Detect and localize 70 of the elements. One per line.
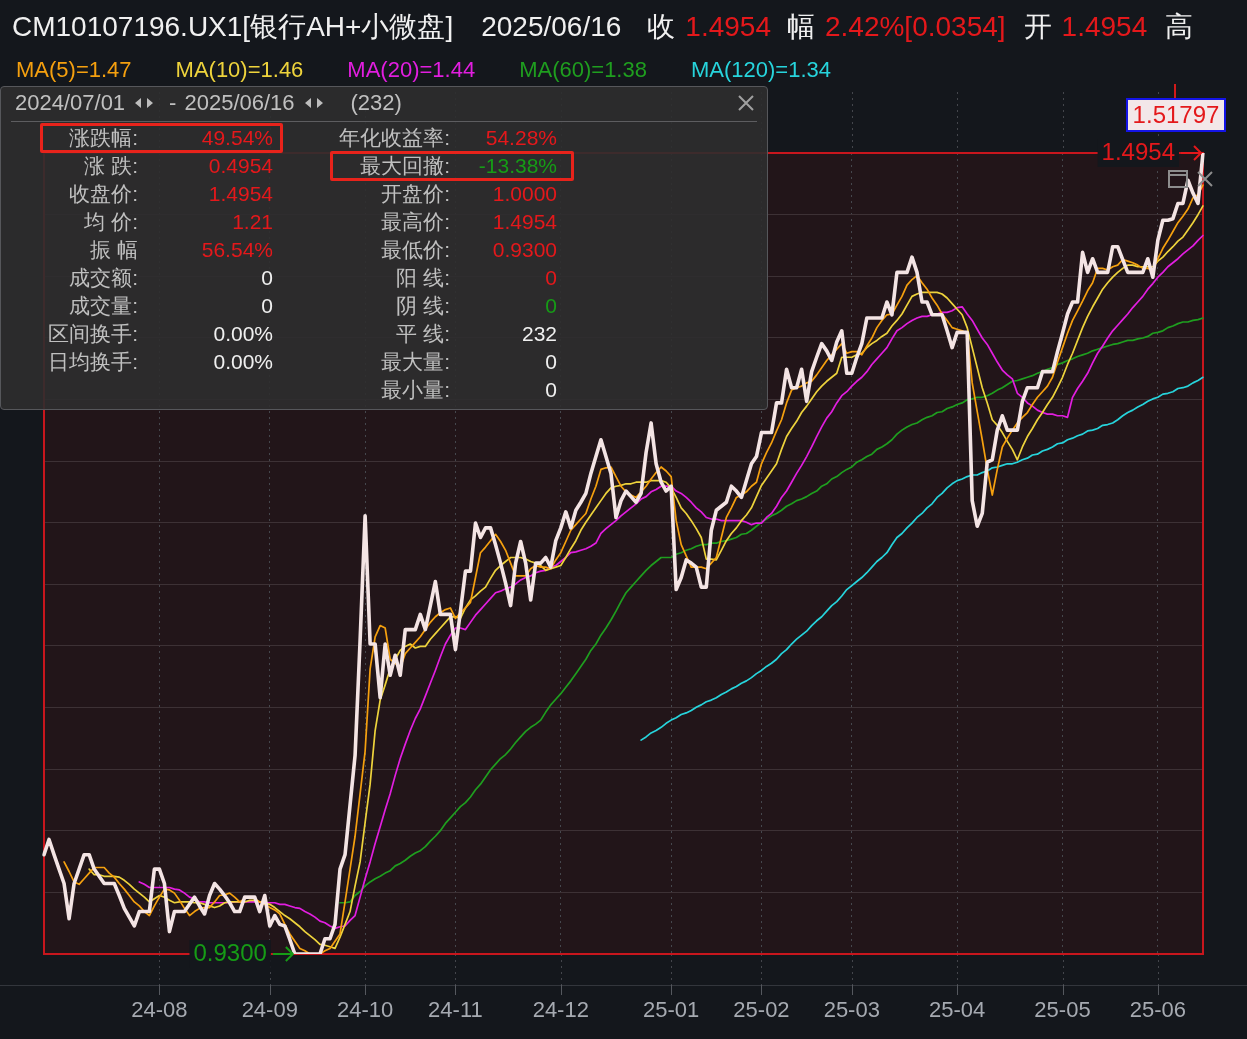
text: 年化收益率: [339,126,450,149]
chart-title: CM10107196.UX1[银行AH+小微盘] [12,11,454,42]
annotation: 最小量: [381,378,450,401]
text: 涨跌幅: [69,126,138,149]
x-tick-label: 25-02 [733,997,790,1023]
annotation: 0 [261,266,273,289]
x-tick-label: 25-05 [1034,997,1091,1023]
annotation: 区间换手: [48,322,138,345]
text: 高 [1165,11,1194,42]
annotation: 1.21 [232,210,273,233]
annotation: 1.4954 [492,210,557,233]
annotation: 1.0000 [492,182,557,205]
annotation: 0.00% [213,350,273,373]
text: 开 [1023,11,1052,42]
x-tick-label: 24-08 [131,997,188,1023]
text: 幅 [786,11,815,42]
annotation: 涨 跌: [84,154,138,177]
annotation: 均 价: [84,210,138,233]
annotation: 最低价: [381,238,450,261]
text: - [169,90,177,115]
annotation: 0 [545,378,557,401]
x-tick-label: 24-12 [532,997,589,1023]
text: MA(20)=1.44 [347,57,476,82]
annotation: 1.4954 [208,182,273,205]
annotation: 最高价: [381,210,450,233]
annotation: 0.9300 [492,238,557,261]
annotation: 0.9300 [193,938,267,966]
x-tick-label: 24-11 [428,997,483,1023]
text: 2025/06/16 [481,11,622,42]
x-tick-label: 24-09 [241,997,298,1023]
annotation: 最大量: [381,350,450,373]
annotation: 56.54% [201,238,273,261]
annotation: 0 [545,266,557,289]
annotation: 阴 线: [396,294,450,317]
annotation: 平 线: [396,322,450,345]
annotation: 阳 线: [396,266,450,289]
annotation: 0.4954 [208,154,273,177]
text: MA(120)=1.34 [690,57,831,82]
annotation: 开盘价: [381,182,450,205]
annotation: 收盘价: [69,182,138,205]
x-tick-label: 25-04 [929,997,986,1023]
annotation: 振 幅 [90,238,138,261]
annotation: 0 [545,350,557,373]
text: MA(60)=1.38 [519,57,647,82]
annotation: 0.00% [213,322,273,345]
annotation: -13.38% [478,154,557,177]
text: 2025/06/16 [184,90,295,115]
text: 2024/07/01 [15,90,126,115]
annotation: 0 [261,294,273,317]
x-tick-label: 25-01 [643,997,700,1023]
x-tick-label: 25-06 [1129,997,1186,1023]
text: 1.4954 [1061,11,1148,42]
annotation: 成交额: [69,266,138,289]
text: (232) [350,90,402,115]
x-tick-label: 25-03 [823,997,880,1023]
annotation: 1.4954 [1101,137,1175,165]
text: 2.42%[0.0354] [824,11,1006,42]
x-tick-label: 24-10 [336,997,394,1023]
text: 1.4954 [685,11,771,42]
annotation: 最大回撤: [360,154,450,177]
annotation: 0 [545,294,557,317]
text: 54.28% [485,126,557,149]
annotation: 日均换手: [48,350,138,373]
text: MA(5)=1.47 [16,57,132,82]
text: 收 [647,11,676,42]
text: 1.51797 [1132,101,1220,128]
annotation: 成交量: [69,294,138,317]
text: 49.54% [201,126,273,149]
text: MA(10)=1.46 [175,57,304,82]
annotation: 232 [521,322,557,345]
